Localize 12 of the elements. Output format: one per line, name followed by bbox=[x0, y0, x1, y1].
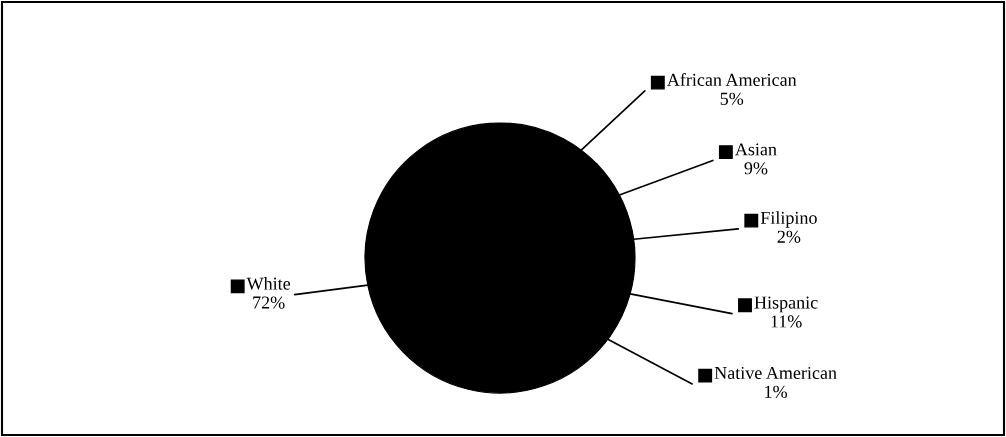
legend-label: Native American bbox=[714, 366, 837, 380]
data-label: 11% bbox=[771, 315, 802, 328]
data-label: 72% bbox=[253, 296, 285, 309]
data-label: 5% bbox=[720, 92, 744, 105]
legend-label: Filipino bbox=[760, 211, 817, 228]
legend-label: Hispanic bbox=[754, 296, 818, 313]
data-label: 9% bbox=[744, 162, 768, 175]
legend-label: African American bbox=[667, 73, 797, 86]
data-label: 2% bbox=[777, 230, 801, 243]
legend-label: Asian bbox=[735, 143, 777, 156]
data-label: 1% bbox=[765, 385, 788, 398]
legend-label: White bbox=[246, 277, 291, 290]
